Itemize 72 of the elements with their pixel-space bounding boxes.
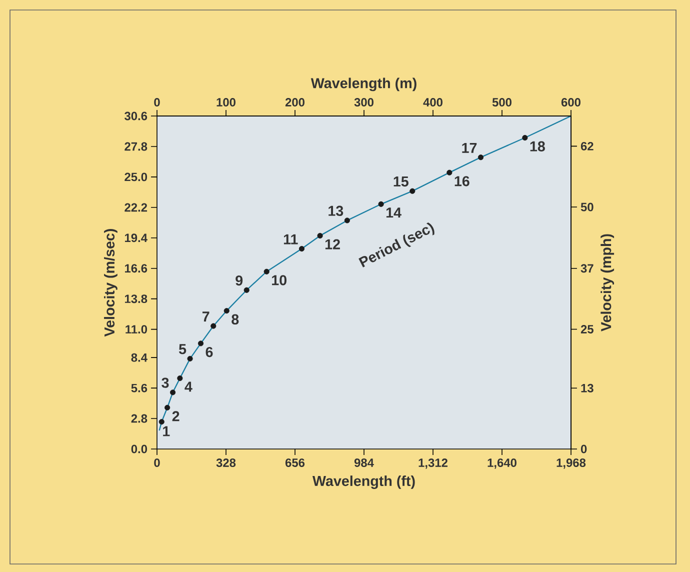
- y-tick-label: 11.0: [126, 325, 148, 334]
- annotation: 13: [328, 206, 344, 216]
- x2-tick-label: 400: [423, 98, 442, 106]
- y2-axis-title: Velocity (mph): [600, 234, 614, 332]
- point: [164, 404, 170, 410]
- y-tick-label: 0.0: [131, 444, 148, 454]
- y2-tick-label: 50: [580, 202, 594, 212]
- y2-tick-label: 37: [580, 264, 594, 273]
- point: [170, 390, 176, 396]
- x-tick-label: 984: [354, 458, 374, 467]
- y-tick-label: 22.2: [124, 203, 148, 212]
- x2-tick-label: 200: [285, 98, 304, 106]
- x-tick-label: 328: [216, 458, 236, 467]
- annotation: 7: [202, 312, 210, 322]
- x-tick-label: 1,968: [556, 458, 586, 469]
- point: [446, 170, 452, 176]
- annotation: 15: [394, 176, 408, 187]
- point: [344, 218, 350, 224]
- annotation: 14: [386, 208, 402, 218]
- y-tick-label: 16.6: [124, 264, 148, 273]
- x-tick-label: 1,312: [418, 458, 448, 469]
- x2-tick-label: 600: [561, 98, 580, 106]
- x2-axis-title: Wavelength (m): [310, 78, 416, 92]
- x-tick-label: 656: [285, 458, 305, 467]
- annotation: 6: [206, 346, 213, 358]
- point: [244, 287, 250, 293]
- point: [317, 232, 323, 238]
- x2-tick-label: 300: [354, 98, 374, 106]
- annotation: 4: [184, 382, 192, 392]
- y2-tick-label: 0: [580, 444, 587, 454]
- x-tick-label: 1,640: [488, 458, 516, 469]
- y-tick-label: 30.6: [124, 112, 148, 120]
- annotation: 11: [284, 234, 298, 244]
- point: [210, 323, 216, 329]
- point: [187, 356, 193, 362]
- annotation: 1: [163, 426, 170, 436]
- point: [478, 154, 484, 160]
- x-axis-title: Wavelength (ft): [312, 476, 415, 489]
- annotation: 3: [162, 378, 169, 388]
- point: [198, 340, 204, 346]
- x2-tick-label: 100: [216, 98, 236, 106]
- y2-tick-label: 13: [581, 384, 594, 392]
- annotation: 18: [530, 141, 545, 152]
- y-tick-label: 19.4: [124, 234, 148, 242]
- annotation: 5: [178, 344, 186, 354]
- y2-tick-label: 62: [580, 142, 594, 150]
- annotation: 12: [325, 239, 340, 250]
- point: [378, 201, 384, 207]
- point: [158, 419, 164, 425]
- y-tick-label: 5.6: [131, 384, 148, 392]
- annotation: 9: [236, 275, 243, 286]
- y2-tick-label: 25: [580, 325, 594, 334]
- y-tick-label: 2.8: [131, 414, 148, 423]
- y-tick-label: 13.8: [124, 294, 148, 304]
- y-tick-label: 8.4: [131, 353, 148, 362]
- x2-tick-label: 0: [154, 98, 160, 106]
- point: [410, 188, 416, 194]
- point: [224, 308, 230, 314]
- annotation: 16: [454, 176, 470, 186]
- annotation: 2: [172, 411, 180, 422]
- x-tick-label: 0: [154, 458, 160, 467]
- y-tick-label: 25.0: [124, 172, 148, 182]
- point: [177, 375, 183, 382]
- annotation: 17: [462, 142, 477, 153]
- y-tick-label: 27.8: [124, 142, 148, 151]
- point: [522, 134, 528, 141]
- point: [298, 246, 305, 252]
- point: [264, 268, 270, 274]
- annotation: 10: [272, 275, 286, 286]
- annotation: 8: [232, 314, 239, 324]
- y-axis-title: Velocity (m/sec): [104, 229, 118, 337]
- x2-tick-label: 500: [492, 98, 512, 106]
